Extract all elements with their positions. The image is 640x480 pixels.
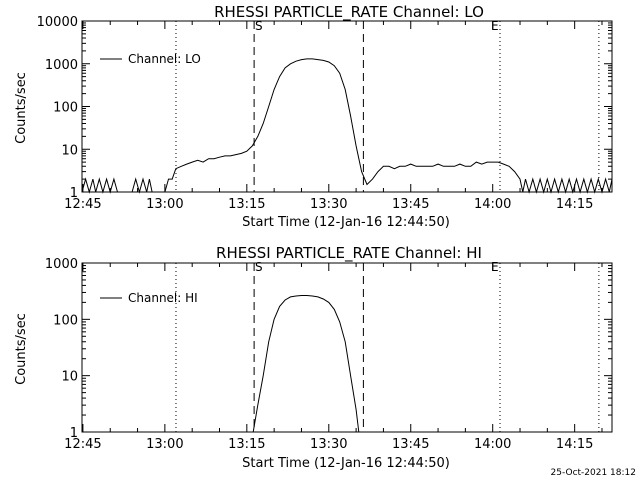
x-tick-label: 14:15 — [556, 437, 593, 452]
x-tick-label: 13:45 — [392, 437, 429, 452]
marker-label-end: E — [491, 260, 499, 274]
x-tick-label: 14:00 — [474, 437, 511, 452]
chart-title: RHESSI PARTICLE_RATE Channel: LO — [214, 3, 484, 22]
y-tick-label: 1 — [70, 426, 78, 441]
plot-frame — [81, 262, 613, 433]
series-line — [81, 58, 613, 194]
x-tick-label: 13:45 — [392, 197, 429, 212]
footer-date: 25-Oct-2021 18:12 — [551, 468, 636, 478]
plot-frame — [81, 20, 613, 193]
x-tick-label: 13:15 — [228, 197, 265, 212]
x-tick-label: 13:00 — [146, 437, 183, 452]
chart-panel-lo: RHESSI PARTICLE_RATE Channel: LO Start T… — [14, 3, 613, 230]
y-tick-label: 1000 — [45, 257, 78, 272]
x-tick-label: 12:45 — [64, 197, 101, 212]
y-tick-label: 10 — [61, 143, 78, 158]
y-axis-label: Counts/sec — [14, 72, 29, 144]
y-tick-label: 10 — [61, 370, 78, 385]
marker-label-start: S — [255, 19, 263, 33]
x-tick-label: 13:15 — [228, 437, 265, 452]
chart-panel-hi: RHESSI PARTICLE_RATE Channel: HI Start T… — [14, 244, 613, 471]
series-line — [252, 295, 360, 433]
x-tick-label: 13:00 — [146, 197, 183, 212]
x-tick-label: 12:45 — [64, 437, 101, 452]
legend-label: Channel: LO — [128, 52, 201, 66]
y-tick-label: 100 — [53, 313, 78, 328]
y-axis-label: Counts/sec — [14, 313, 29, 385]
x-axis-label: Start Time (12-Jan-16 12:44:50) — [242, 215, 450, 230]
y-tick-label: 100 — [53, 101, 78, 116]
legend-label: Channel: HI — [128, 291, 198, 305]
x-axis-label: Start Time (12-Jan-16 12:44:50) — [242, 456, 450, 471]
x-tick-label: 14:15 — [556, 197, 593, 212]
x-tick-label: 13:30 — [310, 437, 347, 452]
y-tick-label: 1 — [70, 186, 78, 201]
y-tick-label: 1000 — [45, 58, 78, 73]
chart-title: RHESSI PARTICLE_RATE Channel: HI — [216, 244, 482, 263]
x-tick-label: 13:30 — [310, 197, 347, 212]
x-tick-label: 14:00 — [474, 197, 511, 212]
y-tick-label: 10000 — [37, 15, 78, 30]
marker-label-end: E — [491, 19, 499, 33]
marker-label-start: S — [255, 260, 263, 274]
